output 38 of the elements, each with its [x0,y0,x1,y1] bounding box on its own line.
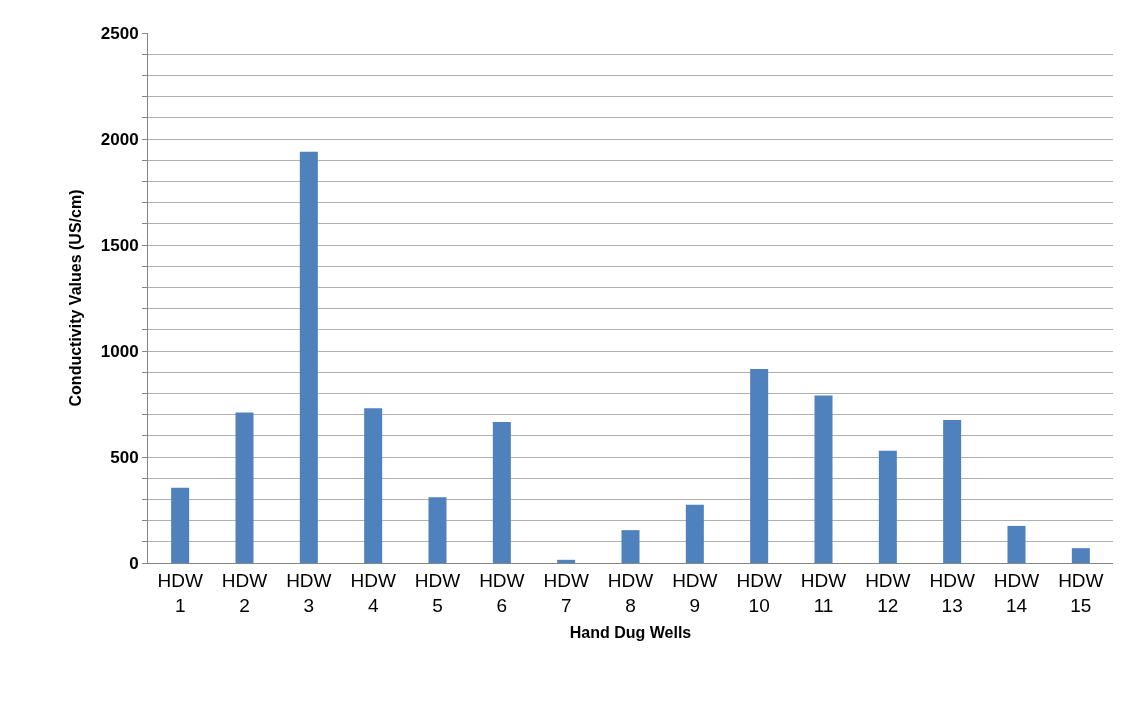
bar [943,419,962,563]
bar [878,450,897,563]
x-tick-label: HDW 9 [672,569,718,616]
bar [557,559,576,563]
x-tick-label: HDW 11 [800,569,847,616]
x-tick-label: HDW 6 [479,569,525,616]
x-tick-label: HDW 13 [929,569,975,616]
bar [492,422,511,563]
y-tick-label: 1500 [100,235,139,255]
bar [1071,548,1090,563]
bar [814,395,833,563]
bar [364,408,383,563]
y-tick-label: 0 [129,553,139,573]
y-tick-label: 1000 [100,341,139,361]
bar [299,151,318,563]
bar [235,412,254,563]
x-tick-label: HDW 10 [736,569,782,616]
x-tick-label: HDW 3 [286,569,332,616]
bar [750,369,769,563]
x-tick-label: HDW 12 [865,569,911,616]
y-tick-label: 2000 [100,129,139,149]
x-tick-label: HDW 5 [414,569,461,616]
x-axis-title: Hand Dug Wells [569,624,692,642]
x-tick-label: HDW 15 [1058,569,1104,616]
bar [428,497,447,563]
bar [685,504,704,563]
y-tick-label: 2500 [100,23,139,43]
bar [1007,525,1026,563]
x-tick-label: HDW 4 [350,569,396,616]
bar [621,530,640,563]
x-tick-label: HDW 2 [221,569,268,616]
x-tick-label: HDW 1 [157,569,203,616]
x-tick-label: HDW 8 [607,569,654,616]
bar [171,487,190,563]
x-tick-label: HDW 7 [543,569,589,616]
x-tick-label: HDW 14 [993,569,1040,616]
y-tick-label: 500 [110,447,139,467]
y-axis-title: Conductivity Values (US/cm) [66,189,84,407]
